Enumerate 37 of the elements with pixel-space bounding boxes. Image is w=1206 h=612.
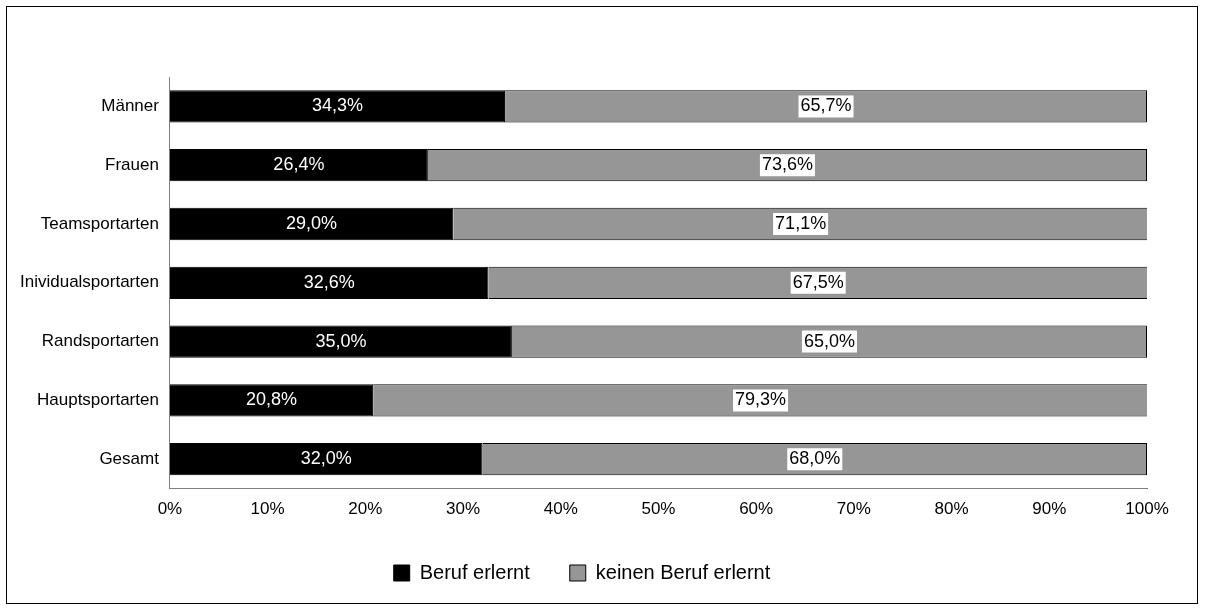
legend-label: Beruf erlernt (419, 560, 531, 583)
x-tick-label: 50% (641, 499, 676, 519)
bar (169, 384, 374, 417)
y-tick-label: Männer (101, 96, 160, 116)
x-tick-label: 100% (1125, 499, 1169, 519)
data-label: 65,0% (803, 330, 855, 351)
data-label: 71,1% (775, 212, 827, 233)
x-tick-label: 60% (739, 499, 774, 519)
bar (169, 325, 512, 358)
data-label: 35,0% (315, 330, 367, 351)
y-tick-label: Inividualsportarten (19, 272, 159, 292)
data-label: 26,4% (273, 154, 325, 175)
x-tick-label: 30% (446, 499, 481, 519)
x-tick-label: 80% (934, 499, 969, 519)
y-tick-label: Randsportarten (41, 331, 159, 351)
data-label: 34,3% (311, 95, 364, 116)
data-label: 20,8% (246, 389, 298, 410)
y-tick-label: Teamsportarten (40, 213, 159, 233)
x-tick-label: 20% (348, 499, 383, 519)
data-label: 67,5% (792, 271, 844, 292)
x-tick-label: 10% (250, 499, 285, 519)
data-label: 32,0% (300, 448, 352, 469)
x-tick-label: 40% (543, 499, 578, 519)
data-label: 65,7% (800, 95, 852, 116)
data-label: 32,6% (303, 271, 355, 292)
data-label: 73,6% (761, 154, 813, 175)
y-tick-label: Gesamt (99, 448, 160, 468)
data-label: 29,0% (286, 212, 338, 233)
x-tick-label: 0% (157, 499, 183, 519)
x-tick-label: 70% (836, 499, 871, 519)
y-tick-label: Hauptsportarten (37, 390, 159, 410)
x-tick-label: 90% (1032, 499, 1067, 519)
bar (169, 90, 506, 123)
legend-label: keinen Beruf erlernt (595, 560, 771, 583)
data-label: 68,0% (789, 448, 841, 469)
y-tick-label: Frauen (105, 154, 159, 174)
data-label: 79,3% (735, 389, 787, 410)
